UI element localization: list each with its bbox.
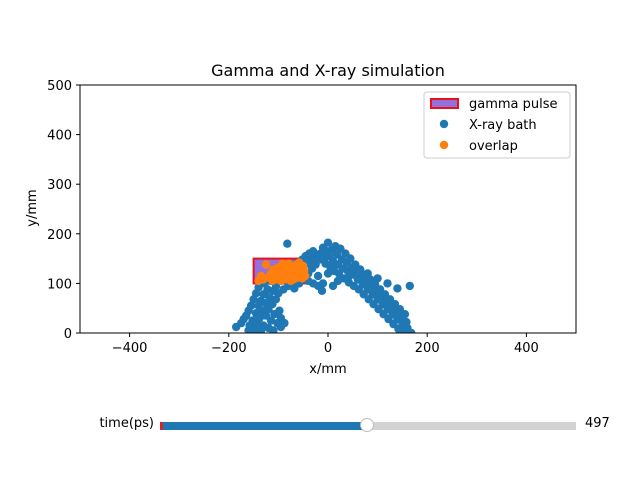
scatter-point bbox=[265, 293, 274, 302]
x-tick-label: −400 bbox=[112, 341, 148, 356]
slider-handle[interactable] bbox=[359, 418, 374, 432]
scatter-point bbox=[266, 316, 276, 325]
legend-box bbox=[423, 91, 571, 159]
legend-label: overlap bbox=[469, 139, 518, 154]
scatter-point bbox=[407, 328, 416, 333]
scatter-point bbox=[333, 276, 343, 286]
slider-min-marker bbox=[160, 422, 163, 430]
y-tick-label: 400 bbox=[47, 129, 72, 144]
scatter-point bbox=[318, 279, 328, 288]
legend-swatch-point bbox=[439, 140, 449, 150]
scatter-point bbox=[317, 286, 327, 295]
y-tick-label: 300 bbox=[47, 178, 72, 193]
scatter-point bbox=[291, 274, 300, 283]
scatter-point bbox=[266, 274, 276, 283]
plot-area bbox=[79, 84, 577, 334]
scatter-point bbox=[353, 271, 362, 281]
y-tick-label: 500 bbox=[47, 79, 72, 94]
scatter-point bbox=[269, 326, 278, 333]
scatter-point bbox=[280, 318, 289, 328]
scatter-point bbox=[383, 279, 392, 288]
scatter-point bbox=[246, 301, 256, 310]
slider-value: 497 bbox=[585, 416, 610, 431]
y-axis-label: y/mm bbox=[25, 189, 40, 226]
x-tick-label: −200 bbox=[211, 341, 247, 356]
scatter-point bbox=[301, 271, 310, 281]
scatter-point bbox=[278, 259, 287, 268]
scatter-point bbox=[255, 313, 264, 323]
scatter-point bbox=[254, 283, 263, 292]
legend-swatch-rect bbox=[430, 98, 459, 109]
scatter-point bbox=[323, 269, 333, 278]
legend-label: gamma pulse bbox=[469, 97, 558, 112]
slider-fill bbox=[160, 422, 367, 430]
scatter-point bbox=[373, 274, 382, 283]
legend: gamma pulse X-ray bath overlap bbox=[423, 91, 571, 159]
x-axis-label: x/mm bbox=[309, 362, 346, 377]
scatter-point bbox=[261, 260, 271, 269]
plot-contents bbox=[232, 238, 416, 333]
x-tick-label: 400 bbox=[514, 341, 539, 356]
x-tick-label: 0 bbox=[324, 341, 332, 356]
x-axis: −400 −200 0 200 400 bbox=[112, 333, 539, 356]
legend-label: X-ray bath bbox=[469, 118, 537, 133]
series-overlap bbox=[254, 258, 310, 286]
scatter-point bbox=[313, 271, 323, 281]
scatter-point bbox=[346, 254, 355, 263]
y-tick-label: 200 bbox=[47, 228, 72, 243]
chart-title: Gamma and X-ray simulation bbox=[211, 61, 445, 80]
scatter-point bbox=[405, 281, 414, 291]
series-x-ray-bath bbox=[232, 238, 416, 333]
time-slider-row: time(ps) 497 bbox=[0, 410, 640, 440]
scatter-point bbox=[270, 266, 279, 276]
y-axis: 0 100 200 300 400 500 bbox=[47, 79, 80, 342]
x-tick-label: 200 bbox=[415, 341, 440, 356]
y-tick-label: 100 bbox=[47, 277, 72, 292]
scatter-point bbox=[323, 238, 333, 247]
y-tick-label: 0 bbox=[64, 327, 72, 342]
scatter-point bbox=[400, 310, 410, 319]
scatter-point bbox=[393, 284, 402, 293]
scatter-point bbox=[275, 306, 284, 315]
scatter-point bbox=[343, 274, 352, 283]
scatter-point bbox=[363, 269, 372, 278]
legend-swatch-point bbox=[439, 119, 449, 129]
slider-label: time(ps) bbox=[99, 416, 154, 431]
scatter-point bbox=[283, 239, 292, 248]
time-slider[interactable] bbox=[160, 418, 576, 432]
